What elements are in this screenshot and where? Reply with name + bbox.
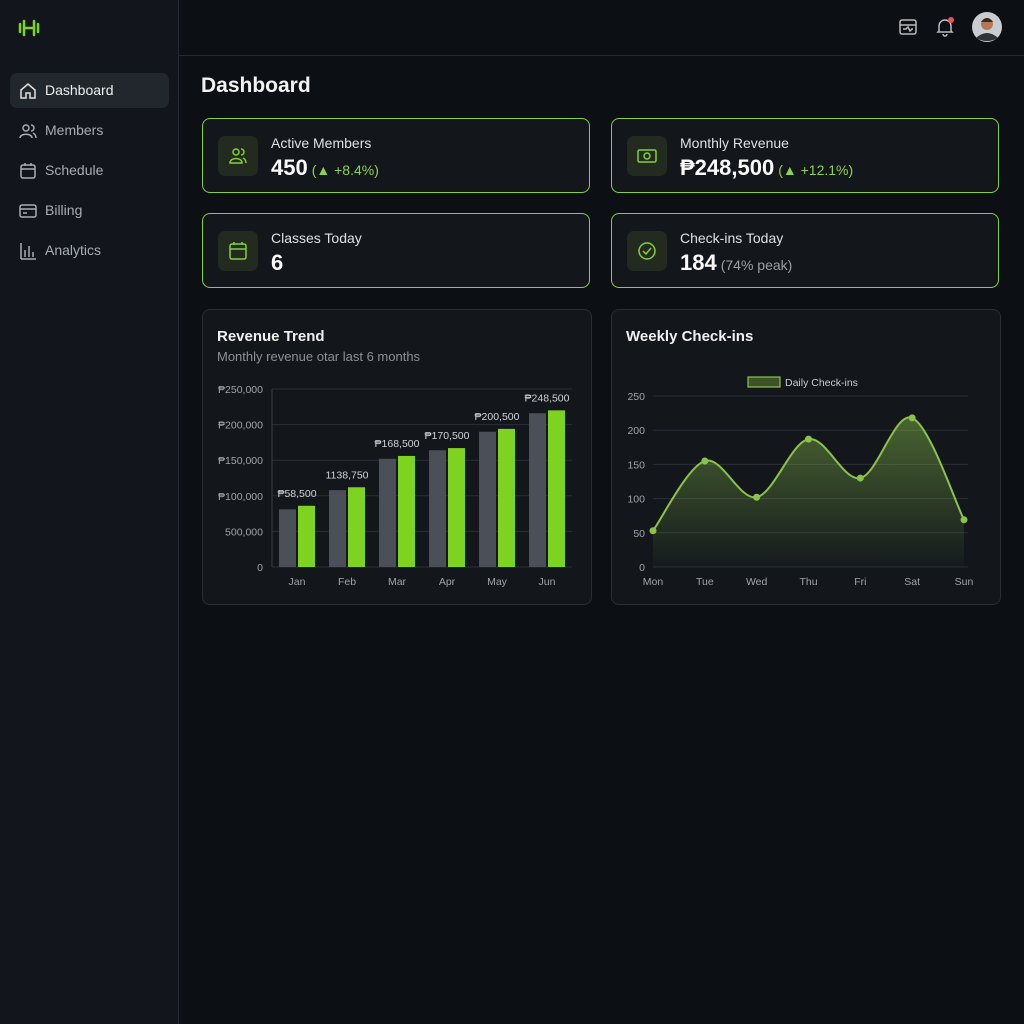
kpi-label: Check-ins Today (680, 230, 784, 246)
point (805, 435, 812, 443)
bar-annotation: ₱200,500 (475, 411, 520, 423)
bar-annotation: 1138,750 (325, 469, 368, 481)
avatar[interactable] (971, 11, 1003, 43)
y-tick-label: 250 (627, 391, 645, 403)
bar (298, 505, 315, 567)
nav-item[interactable]: Members (10, 113, 169, 148)
nav-label: Billing (45, 202, 83, 218)
bar (529, 413, 546, 567)
point (753, 493, 761, 501)
nav-item[interactable]: Billing (10, 193, 169, 228)
x-tick-label: Sat (904, 576, 920, 588)
sidebar: Dashboard Members Schedule Billing Analy… (0, 0, 179, 1024)
point (856, 474, 864, 482)
chart-subtitle: Monthly revenue otar last 6 months (217, 349, 421, 364)
x-tick-label: Tue (696, 576, 714, 588)
x-tick-label: Apr (439, 576, 456, 588)
nav-item[interactable]: Analytics (10, 233, 169, 268)
nav-label: Dashboard (45, 82, 114, 98)
y-tick-label: 0 (257, 562, 263, 574)
bar (448, 448, 465, 567)
y-tick-label: 50 (633, 528, 645, 540)
x-tick-label: Fri (854, 576, 866, 588)
logo (18, 19, 40, 37)
bar (329, 490, 346, 567)
bar (398, 455, 415, 567)
bar (348, 487, 365, 567)
x-tick-label: May (487, 576, 508, 588)
chart-title: Weekly Check-ins (626, 328, 753, 345)
bar (379, 458, 396, 567)
point (701, 457, 709, 465)
bar (479, 431, 496, 567)
chart-card: Revenue Trend Monthly revenue otar last 6… (202, 309, 592, 605)
kpi-value: 184 (680, 250, 717, 275)
bar (279, 509, 296, 567)
chart: Revenue Trend Monthly revenue otar last 6… (217, 328, 572, 588)
kpi-card: Active Members 450 (▲ +8.4%) (202, 118, 590, 193)
bar (548, 410, 565, 567)
chart-title: Revenue Trend (217, 328, 325, 345)
y-tick-label: ₱200,000 (218, 420, 263, 432)
bar (498, 428, 515, 567)
point (649, 527, 657, 535)
bar-annotation: ₱170,500 (425, 430, 470, 442)
kpi-value: 6 (271, 250, 284, 275)
y-tick-label: 0 (639, 562, 645, 574)
x-tick-label: Wed (746, 576, 768, 588)
area (653, 417, 964, 567)
x-tick-label: Jun (539, 576, 556, 588)
kpi-card: Classes Today 6 (202, 213, 590, 288)
nav-item[interactable]: Dashboard (10, 73, 169, 108)
point (960, 516, 968, 524)
y-tick-label: 150 (627, 459, 645, 471)
kpi-label: Classes Today (271, 230, 362, 246)
bar (429, 450, 446, 567)
x-tick-label: Mar (388, 576, 407, 588)
y-tick-label: ₱100,000 (218, 491, 263, 503)
chart-card: Weekly Check-ins 0 50 100 150 200 250 Mon Tue Wed… (611, 309, 1001, 605)
page-title: Dashboard (201, 74, 311, 97)
kpi-icon (627, 136, 667, 176)
top-bar (179, 0, 1024, 56)
kpi-card: Monthly Revenue ₱248,500 (▲ +12.1%) (611, 118, 999, 193)
kpi-change: (▲ +8.4%) (311, 162, 379, 178)
kpi-card: Check-ins Today 184 (74% peak) (611, 213, 999, 288)
kpi-value: ₱248,500 (680, 155, 775, 180)
y-tick-label: 100 (627, 494, 645, 506)
legend-label: Daily Check-ins (785, 377, 858, 389)
x-tick-label: Feb (338, 576, 356, 588)
y-tick-label: ₱150,000 (218, 455, 263, 467)
kpi-label: Active Members (271, 135, 372, 151)
bar-annotation: ₱58,500 (277, 488, 316, 500)
x-tick-label: Thu (799, 576, 817, 588)
nav-item[interactable]: Schedule (10, 153, 169, 188)
layout-icon[interactable] (899, 18, 917, 36)
kpi-icon (218, 136, 258, 176)
y-tick-label: ₱250,000 (218, 384, 263, 396)
y-tick-label: 500,000 (225, 526, 263, 538)
legend-swatch (747, 376, 781, 388)
kpi-change: (▲ +12.1%) (778, 162, 854, 178)
bar-annotation: ₱248,500 (525, 392, 570, 404)
y-tick-label: 200 (627, 425, 645, 437)
kpi-icon (218, 231, 258, 271)
nav-label: Members (45, 122, 104, 138)
kpi-note: (74% peak) (720, 257, 793, 273)
kpi-icon (627, 231, 667, 271)
chart: Weekly Check-ins 0 50 100 150 200 250 Mon Tue Wed… (626, 328, 974, 588)
x-tick-label: Jan (289, 576, 306, 588)
x-tick-label: Sun (955, 576, 974, 588)
point (908, 414, 916, 422)
bell-icon[interactable] (935, 17, 955, 37)
x-tick-label: Mon (643, 576, 664, 588)
nav-label: Schedule (45, 162, 104, 178)
kpi-label: Monthly Revenue (680, 135, 789, 151)
kpi-value: 450 (271, 155, 308, 180)
nav-label: Analytics (45, 242, 102, 258)
bar-annotation: ₱168,500 (375, 438, 420, 450)
